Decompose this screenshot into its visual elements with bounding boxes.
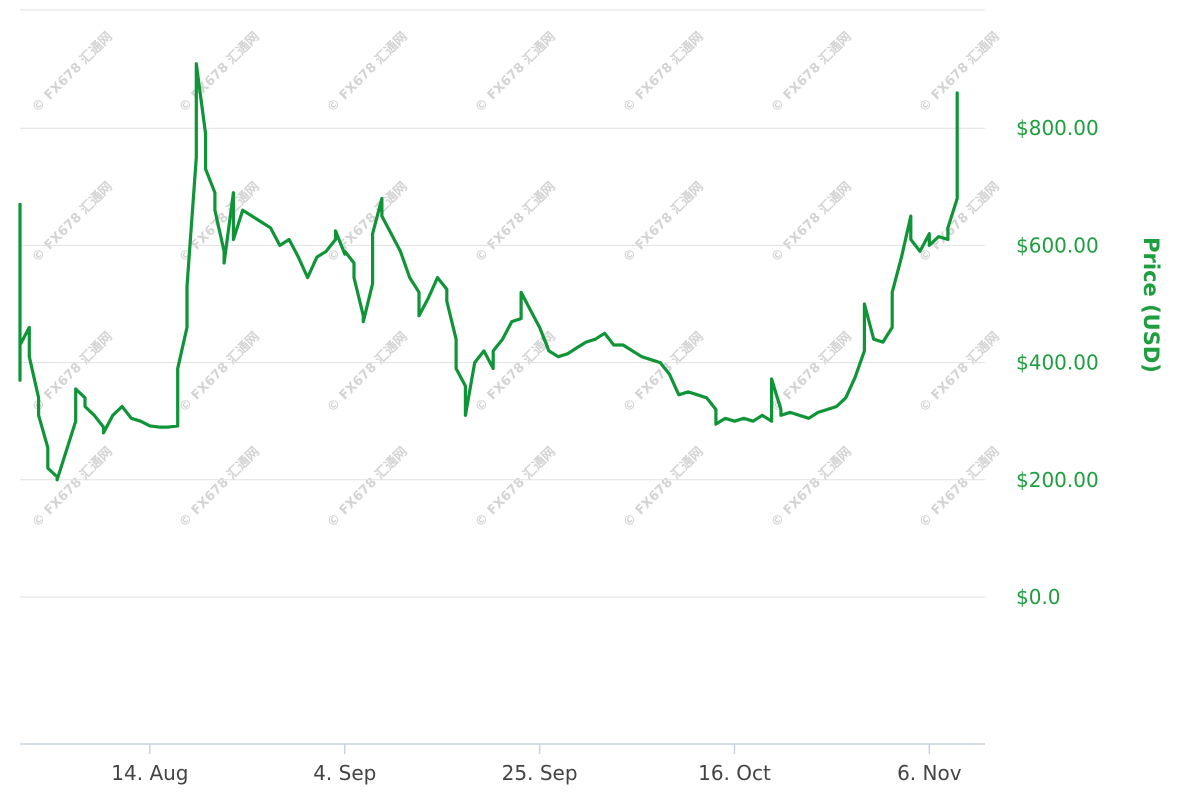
watermark-text: © FX678 汇通网 (768, 444, 855, 531)
watermark-text: © FX678 汇通网 (768, 179, 855, 266)
y-tick-label: $200.00 (1016, 468, 1099, 492)
y-tick-label: $400.00 (1016, 351, 1099, 375)
watermark-text: © FX678 汇通网 (620, 179, 707, 266)
watermark-text: © FX678 汇通网 (472, 179, 559, 266)
watermark-text: © FX678 汇通网 (324, 179, 411, 266)
grid-lines (20, 9, 985, 598)
y-tick-label: $0.0 (1016, 585, 1061, 609)
watermark-text: © FX678 汇通网 (768, 29, 855, 116)
x-tick-label: 25. Sep (502, 761, 578, 785)
watermark-text: © FX678 汇通网 (29, 444, 116, 531)
watermark-text: © FX678 汇通网 (324, 444, 411, 531)
x-tick-label: 6. Nov (897, 761, 962, 785)
watermark-text: © FX678 汇通网 (916, 444, 1003, 531)
y-axis: $0.0 $200.00 $400.00 $600.00 $800.00 (1016, 116, 1099, 609)
watermark-text: © FX678 汇通网 (620, 329, 707, 416)
y-tick-label: $600.00 (1016, 233, 1099, 257)
x-tick-label: 16. Oct (698, 761, 771, 785)
watermark-text: © FX678 汇通网 (29, 329, 116, 416)
x-tick-label: 14. Aug (111, 761, 188, 785)
watermark-layer: © FX678 汇通网 © FX678 汇通网 © FX678 汇通网 © FX678… (29, 29, 1003, 531)
watermark-text: © FX678 汇通网 (176, 444, 263, 531)
watermark-text: © FX678 汇通网 (472, 29, 559, 116)
watermark-text: © FX678 汇通网 (29, 29, 116, 116)
x-axis: 14. Aug 4. Sep 25. Sep 16. Oct 6. Nov (20, 743, 985, 785)
watermark-text: © FX678 汇通网 (620, 29, 707, 116)
watermark-text: © FX678 汇通网 (324, 29, 411, 116)
watermark-text: © FX678 汇通网 (472, 444, 559, 531)
watermark-text: © FX678 汇通网 (916, 179, 1003, 266)
y-tick-label: $800.00 (1016, 116, 1099, 140)
watermark-text: © FX678 汇通网 (324, 329, 411, 416)
watermark-text: © FX678 汇通网 (620, 444, 707, 531)
watermark-text: © FX678 汇通网 (916, 29, 1003, 116)
watermark-text: © FX678 汇通网 (176, 329, 263, 416)
y-axis-title: Price (USD) (1139, 237, 1163, 373)
x-tick-label: 4. Sep (313, 761, 376, 785)
plot-area (18, 62, 959, 482)
watermark-text: © FX678 汇通网 (29, 179, 116, 266)
watermark-text: © FX678 汇通网 (916, 329, 1003, 416)
price-series-line (18, 62, 959, 482)
watermark-text: © FX678 汇通网 (176, 29, 263, 116)
